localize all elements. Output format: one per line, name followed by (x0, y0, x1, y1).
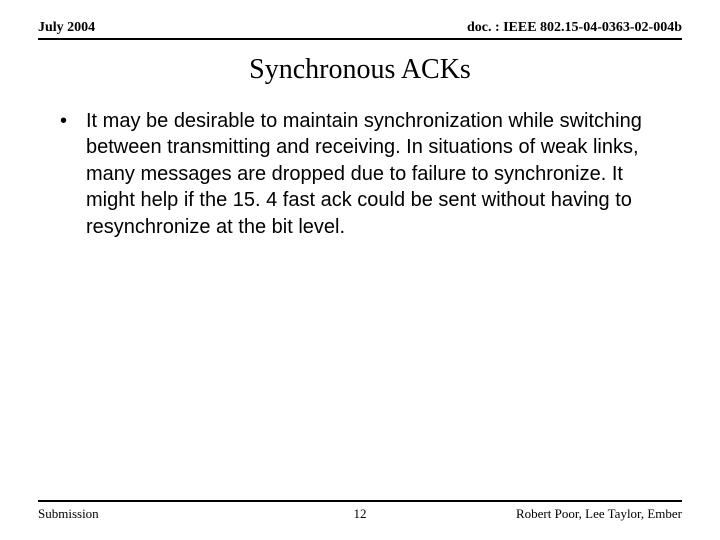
bullet-text: It may be desirable to maintain synchron… (86, 110, 642, 238)
bullet-list: It may be desirable to maintain synchron… (56, 108, 676, 240)
header: July 2004 doc. : IEEE 802.15-04-0363-02-… (38, 20, 682, 40)
footer-authors: Robert Poor, Lee Taylor, Ember (467, 506, 682, 522)
header-date: July 2004 (38, 20, 95, 36)
footer: Submission 12 Robert Poor, Lee Taylor, E… (38, 500, 682, 522)
footer-rule (38, 500, 682, 502)
slide-body: It may be desirable to maintain synchron… (38, 108, 682, 500)
footer-page-number: 12 (253, 506, 468, 522)
slide-title: Synchronous ACKs (38, 54, 682, 86)
bullet-item: It may be desirable to maintain synchron… (56, 108, 676, 240)
slide: July 2004 doc. : IEEE 802.15-04-0363-02-… (0, 0, 720, 540)
header-doc-number: doc. : IEEE 802.15-04-0363-02-004b (467, 20, 682, 36)
footer-row: Submission 12 Robert Poor, Lee Taylor, E… (38, 506, 682, 522)
footer-submission: Submission (38, 506, 253, 522)
